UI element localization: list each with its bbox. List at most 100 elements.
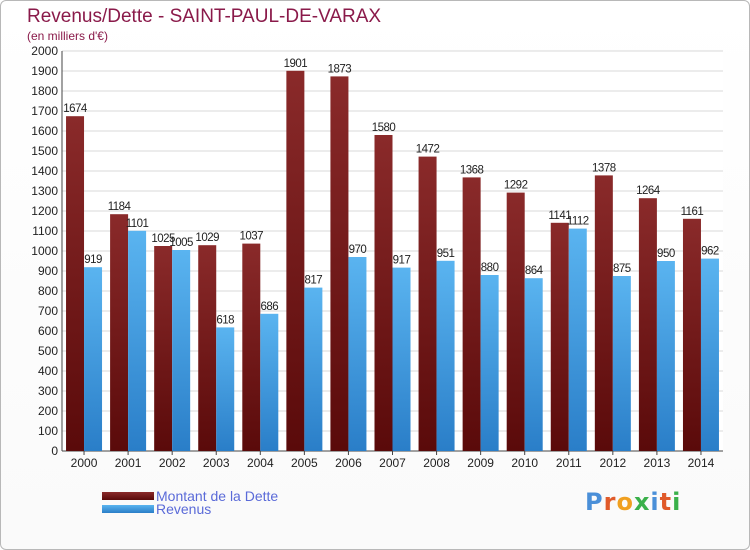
- data-label-revenus: 919: [84, 254, 102, 266]
- x-tick-label: 2011: [556, 456, 582, 470]
- x-tick-label: 2010: [511, 456, 538, 470]
- data-label-revenus: 880: [481, 262, 499, 274]
- x-tick-label: 2007: [379, 456, 406, 470]
- data-label-dette: 1264: [636, 185, 661, 197]
- bar-dette: [506, 192, 525, 451]
- data-label-revenus: 1101: [126, 218, 149, 230]
- x-tick-label: 2008: [423, 456, 450, 470]
- x-tick-label: 2012: [599, 456, 626, 470]
- data-label-revenus: 917: [393, 255, 411, 267]
- bar-dette: [594, 175, 613, 451]
- data-label-revenus: 950: [657, 248, 675, 260]
- legend-label-dette: Montant de la Dette: [156, 488, 279, 504]
- bar-revenus: [348, 257, 367, 451]
- bar-dette: [330, 76, 349, 452]
- bar-dette: [462, 177, 481, 451]
- bar-dette: [286, 70, 305, 452]
- data-label-revenus: 875: [613, 263, 631, 275]
- bar-revenus: [128, 230, 147, 451]
- bar-dette: [682, 218, 701, 451]
- bar-dette: [154, 246, 173, 451]
- data-label-dette: 1472: [416, 144, 440, 156]
- data-label-revenus: 962: [701, 246, 719, 258]
- bar-dette: [242, 243, 261, 451]
- x-tick-label: 2005: [291, 456, 318, 470]
- bar-revenus: [568, 228, 587, 451]
- proxiti-logo: Proxiti: [585, 488, 682, 516]
- bar-revenus: [392, 267, 411, 451]
- data-label-dette: 1141: [548, 210, 571, 222]
- data-label-dette: 1184: [108, 201, 132, 213]
- y-tick-label: 1100: [32, 224, 58, 238]
- data-label-dette: 1378: [592, 162, 616, 174]
- data-label-dette: 1580: [372, 122, 396, 134]
- data-label-dette: 1368: [460, 164, 484, 176]
- bar-revenus: [304, 287, 323, 451]
- bar-revenus: [656, 261, 675, 451]
- y-tick-label: 600: [38, 324, 58, 338]
- x-tick-label: 2000: [71, 456, 98, 470]
- x-tick-label: 2013: [644, 456, 671, 470]
- data-label-dette: 1037: [240, 231, 264, 243]
- y-tick-label: 1400: [31, 164, 58, 178]
- data-label-dette: 1029: [195, 232, 219, 244]
- bar-revenus: [216, 327, 235, 451]
- bar-revenus: [480, 275, 499, 451]
- data-label-revenus: 951: [437, 248, 455, 260]
- y-tick-label: 2000: [31, 44, 58, 58]
- x-tick-label: 2003: [203, 456, 230, 470]
- bar-revenus: [700, 258, 719, 451]
- y-tick-label: 1200: [31, 204, 58, 218]
- bar-dette: [66, 116, 85, 451]
- data-label-revenus: 1112: [567, 216, 589, 228]
- data-label-revenus: 686: [260, 301, 278, 313]
- bar-dette: [374, 135, 393, 451]
- chart-title: Revenus/Dette - SAINT-PAUL-DE-VARAX: [27, 6, 382, 27]
- y-tick-label: 900: [38, 264, 58, 278]
- y-tick-label: 1000: [31, 244, 58, 258]
- y-tick-label: 800: [38, 284, 58, 298]
- legend-swatch-dette: [102, 492, 154, 500]
- y-tick-label: 200: [38, 404, 58, 418]
- x-tick-label: 2009: [467, 456, 494, 470]
- data-label-dette: 1873: [328, 63, 352, 75]
- bar-dette: [550, 222, 569, 451]
- bar-revenus: [436, 260, 455, 451]
- bar-dette: [638, 198, 657, 451]
- y-tick-label: 300: [38, 384, 58, 398]
- x-tick-label: 2004: [247, 456, 274, 470]
- legend-item-dette: Montant de la Dette: [102, 488, 278, 504]
- data-label-revenus: 618: [216, 314, 234, 326]
- x-tick-label: 2006: [335, 456, 362, 470]
- x-tick-label: 2002: [159, 456, 186, 470]
- y-tick-label: 500: [38, 344, 58, 358]
- legend-label-revenus: Revenus: [156, 501, 212, 517]
- data-label-revenus: 817: [305, 275, 323, 287]
- bar-revenus: [524, 278, 543, 451]
- data-label-revenus: 970: [349, 244, 367, 256]
- data-label-dette: 1025: [151, 233, 175, 245]
- bar-revenus: [612, 276, 631, 451]
- bar-revenus: [84, 267, 103, 451]
- bar-revenus: [260, 313, 279, 451]
- bar-dette: [418, 156, 437, 451]
- y-tick-label: 400: [38, 364, 58, 378]
- x-tick-label: 2014: [688, 456, 715, 470]
- bar-dette: [110, 214, 129, 451]
- y-tick-label: 1600: [31, 124, 58, 138]
- legend-item-revenus: Revenus: [102, 501, 211, 517]
- data-label-revenus: 864: [525, 265, 544, 277]
- y-tick-label: 1500: [31, 144, 58, 158]
- data-label-revenus: 1005: [169, 237, 193, 249]
- data-label-dette: 1674: [63, 103, 88, 115]
- y-tick-label: 1300: [31, 184, 58, 198]
- y-tick-label: 700: [38, 304, 58, 318]
- y-tick-label: 1900: [31, 64, 58, 78]
- y-tick-label: 0: [51, 444, 58, 458]
- x-tick-label: 2001: [115, 456, 142, 470]
- y-tick-label: 100: [38, 424, 58, 438]
- y-tick-label: 1700: [31, 104, 58, 118]
- data-label-dette: 1161: [681, 206, 704, 218]
